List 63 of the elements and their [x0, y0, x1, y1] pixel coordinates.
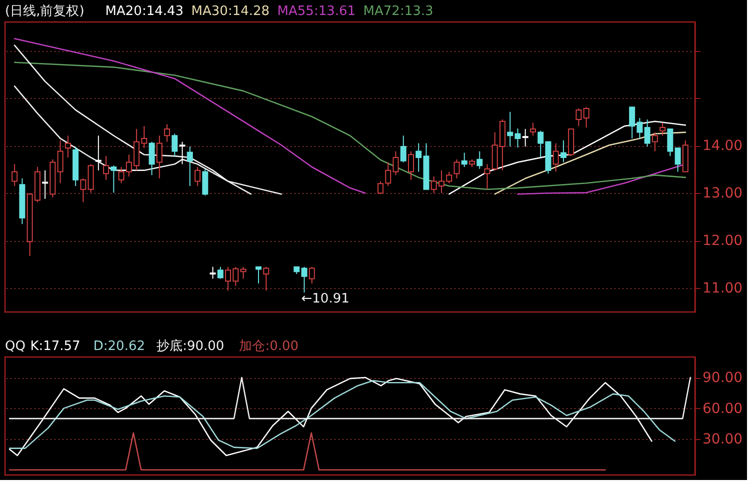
y-tick-label: 13.00 [702, 186, 743, 202]
candlestick [301, 266, 308, 294]
text: 加仓:0.00 [239, 339, 299, 354]
line-series [8, 376, 652, 456]
candlestick [583, 106, 590, 128]
text: MA30:14.28 [191, 4, 270, 19]
candlestick [652, 132, 658, 152]
candlestick [148, 141, 155, 176]
candlestick [674, 147, 681, 172]
y-tick-label: 12.00 [702, 233, 743, 250]
candlestick [408, 150, 414, 180]
candlestick [644, 118, 650, 148]
candlestick [210, 266, 216, 280]
line-series [494, 132, 686, 195]
line-series [14, 38, 366, 194]
y-tick-label: 30.00 [702, 432, 743, 448]
candlestick [172, 133, 178, 157]
text: D:20.62 [93, 339, 146, 354]
candlestick [240, 266, 246, 280]
candlestick [103, 156, 110, 180]
candlestick [263, 266, 270, 292]
candlestick [400, 135, 406, 163]
candlestick [484, 164, 490, 190]
candlestick [476, 150, 483, 170]
candlestick [552, 142, 559, 172]
candlestick [57, 140, 64, 184]
y-tick-label: 11.00 [702, 280, 743, 297]
line-series [14, 62, 686, 190]
y-tick-label: 60.00 [702, 400, 743, 417]
y-tick-label: 90.00 [702, 370, 743, 386]
text: MA72:13.3 [363, 4, 434, 19]
candlestick [95, 135, 102, 171]
candlestick [667, 128, 674, 157]
annotation: ←10.91 [301, 292, 350, 307]
text: 抄底:90.00 [156, 339, 224, 354]
candlestick [12, 164, 18, 187]
candlestick [660, 122, 666, 136]
chart-title: (日线,前复权) [5, 4, 84, 19]
candlestick [454, 158, 460, 179]
candlestick [194, 166, 201, 187]
candlestick [576, 108, 582, 127]
text: MA55:13.61 [277, 4, 356, 19]
candlestick [522, 128, 528, 148]
text: K:17.57 [30, 339, 80, 354]
candlestick [164, 124, 170, 142]
candlestick [156, 135, 162, 179]
candlestick [461, 152, 468, 168]
candlestick [110, 165, 117, 194]
candlestick [202, 168, 208, 196]
candlestick [256, 266, 262, 284]
chart-title: QQ [5, 339, 26, 354]
candlestick [308, 266, 315, 284]
candlestick [64, 135, 71, 158]
candlestick [179, 141, 186, 165]
line-series [448, 120, 686, 195]
candlestick [186, 146, 193, 187]
candlestick [560, 140, 566, 163]
line-series [8, 380, 676, 449]
candlestick [530, 122, 536, 136]
candlestick [88, 164, 94, 194]
text: MA20:14.43 [105, 4, 184, 19]
candlestick [80, 178, 86, 203]
y-tick-label: 14.00 [702, 138, 743, 154]
